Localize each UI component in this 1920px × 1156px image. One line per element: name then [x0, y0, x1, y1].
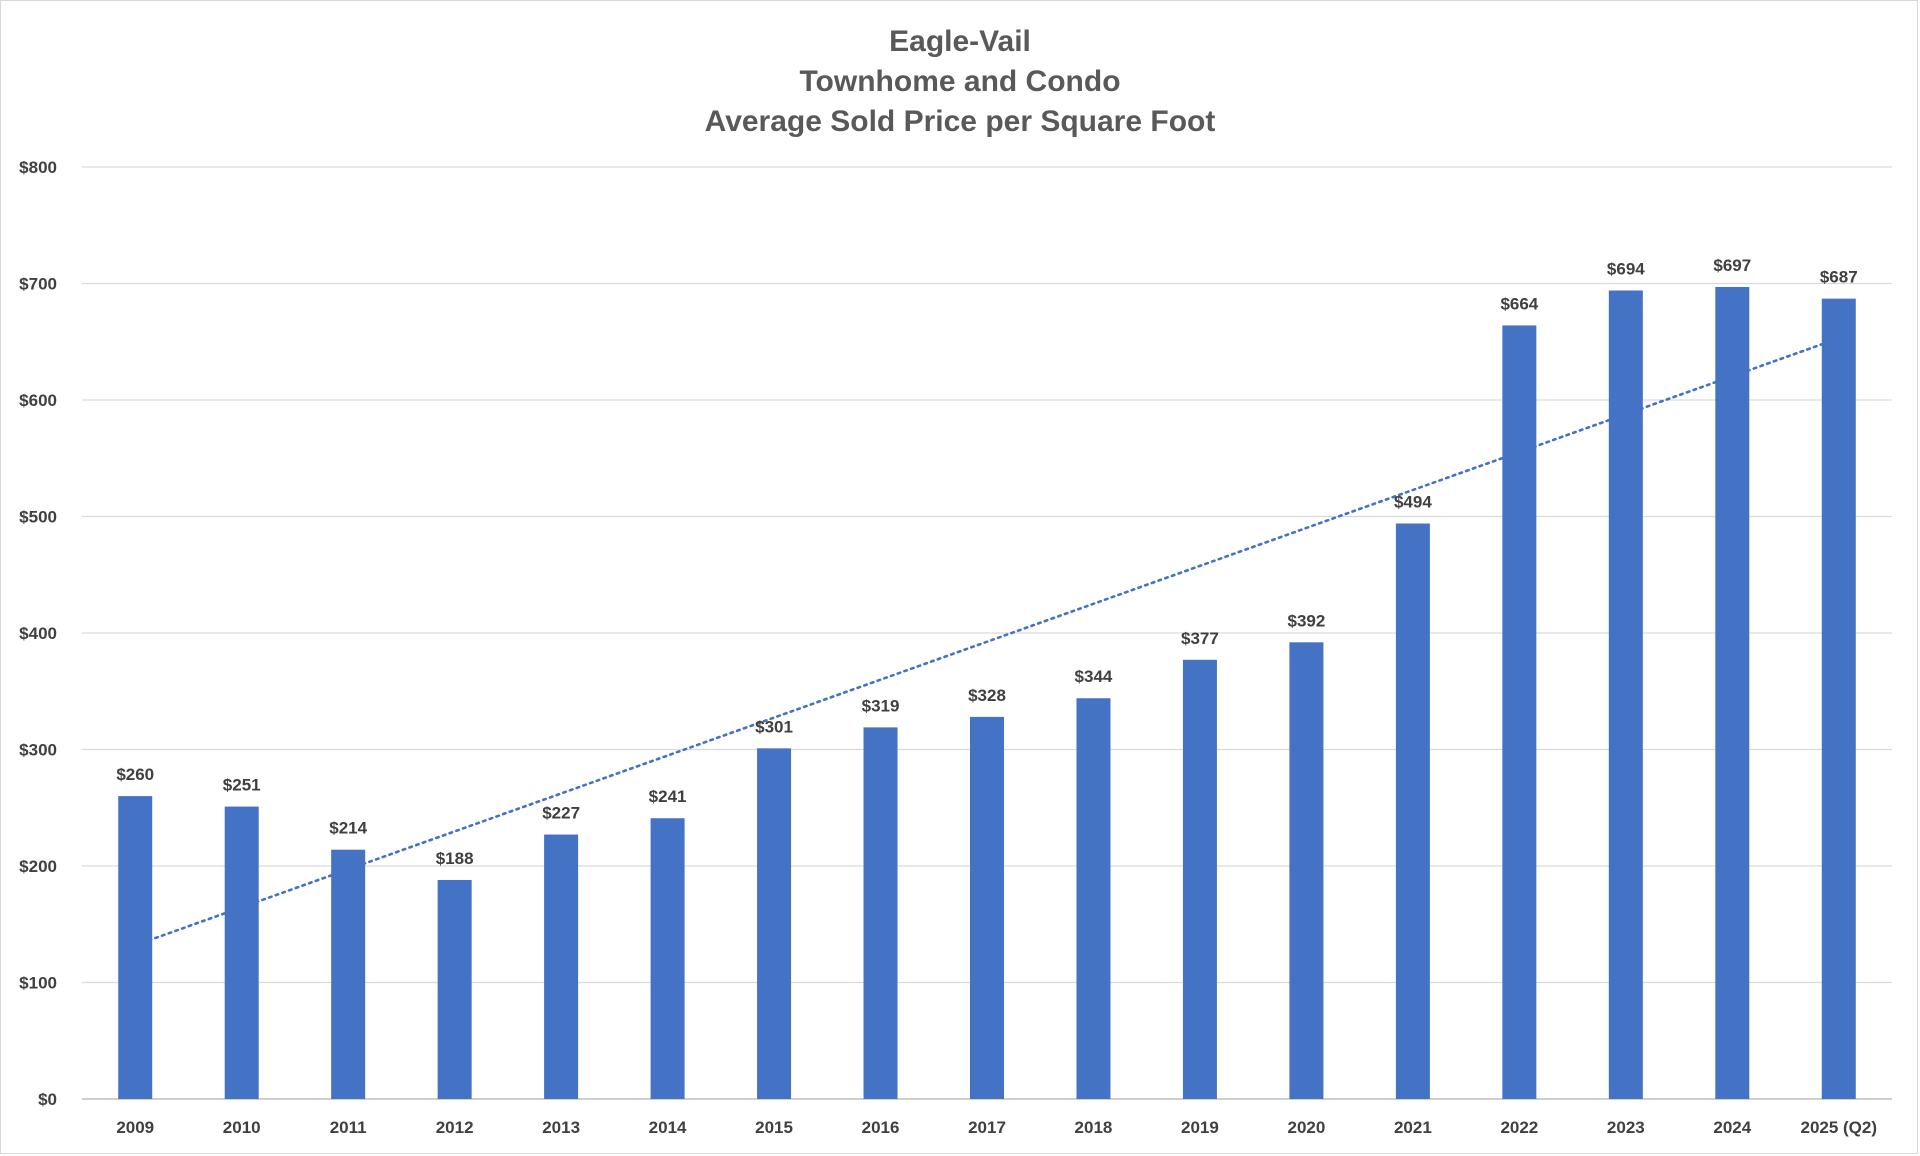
chart-title-line-1: Eagle-Vail	[889, 25, 1031, 58]
bar	[1715, 286, 1750, 1099]
data-label: $260	[116, 765, 154, 784]
x-tick-label: 2009	[116, 1118, 154, 1137]
x-tick-label: 2019	[1181, 1118, 1219, 1137]
x-tick-label: 2010	[223, 1118, 261, 1137]
x-tick-label: 2024	[1713, 1118, 1751, 1137]
data-label: $319	[862, 696, 900, 715]
bar	[1608, 290, 1643, 1099]
y-tick-label: $800	[19, 158, 57, 177]
axes: $0 $100 $200 $300 $400 $500 $600 $700 $800 2009 20…	[19, 158, 1892, 1137]
data-label: $494	[1394, 492, 1432, 511]
bar	[224, 806, 259, 1099]
data-label: $392	[1287, 611, 1325, 630]
data-label: $241	[649, 787, 687, 806]
y-tick-label: $400	[19, 624, 57, 643]
x-tick-label: 2017	[968, 1118, 1006, 1137]
chart-title: Eagle-Vail Townhome and Condo Average So…	[0, 22, 1920, 142]
data-label: $328	[968, 686, 1006, 705]
y-tick-label: $100	[19, 974, 57, 993]
data-label: $377	[1181, 629, 1219, 648]
data-label: $301	[755, 717, 793, 736]
y-tick-label: $700	[19, 275, 57, 294]
bar	[331, 849, 366, 1099]
data-label: $697	[1713, 256, 1751, 275]
y-tick-label: $200	[19, 857, 57, 876]
chart-title-line-3: Average Sold Price per Square Foot	[704, 105, 1216, 138]
bar	[1821, 298, 1856, 1099]
data-label: $687	[1820, 268, 1858, 287]
data-label: $227	[542, 804, 580, 823]
bar	[970, 716, 1004, 1099]
bars	[118, 286, 1856, 1099]
data-label: $694	[1607, 259, 1645, 278]
trendline-line	[133, 336, 1841, 947]
bar	[1076, 698, 1111, 1099]
y-tick-label: $500	[19, 508, 57, 527]
data-labels: $260 $251 $214 $188 $227 $241 $301 $319 $328 $344…	[116, 256, 1857, 868]
x-tick-label: 2011	[330, 1118, 367, 1137]
x-tick-label: 2021	[1394, 1118, 1432, 1137]
bar	[544, 834, 579, 1099]
bar	[437, 879, 472, 1099]
bar	[1502, 325, 1537, 1099]
data-label: $251	[223, 776, 261, 795]
bar	[1395, 523, 1430, 1099]
data-label: $344	[1075, 667, 1113, 686]
x-tick-label: 2013	[542, 1118, 580, 1137]
x-tick-label: 2018	[1075, 1118, 1113, 1137]
chart-title-line-2: Townhome and Condo	[799, 65, 1121, 98]
bar	[118, 796, 153, 1099]
x-tick-label: 2025 (Q2)	[1800, 1118, 1877, 1137]
x-tick-label: 2014	[649, 1118, 687, 1137]
y-tick-label: $0	[38, 1090, 57, 1109]
y-tick-label: $300	[19, 741, 57, 760]
bar	[650, 818, 685, 1099]
y-tick-label: $600	[19, 391, 57, 410]
x-tick-label: 2020	[1287, 1118, 1325, 1137]
x-tick-label: 2016	[862, 1118, 900, 1137]
x-tick-label: 2022	[1500, 1118, 1538, 1137]
bar	[1182, 659, 1217, 1099]
bar	[863, 727, 898, 1099]
x-tick-label: 2012	[436, 1118, 474, 1137]
bar	[1289, 642, 1324, 1099]
x-tick-label: 2015	[755, 1118, 793, 1137]
bar	[757, 748, 792, 1099]
trendline	[133, 336, 1841, 947]
data-label: $214	[329, 819, 367, 838]
data-label: $188	[436, 849, 474, 868]
data-label: $664	[1500, 294, 1538, 313]
x-tick-label: 2023	[1607, 1118, 1645, 1137]
